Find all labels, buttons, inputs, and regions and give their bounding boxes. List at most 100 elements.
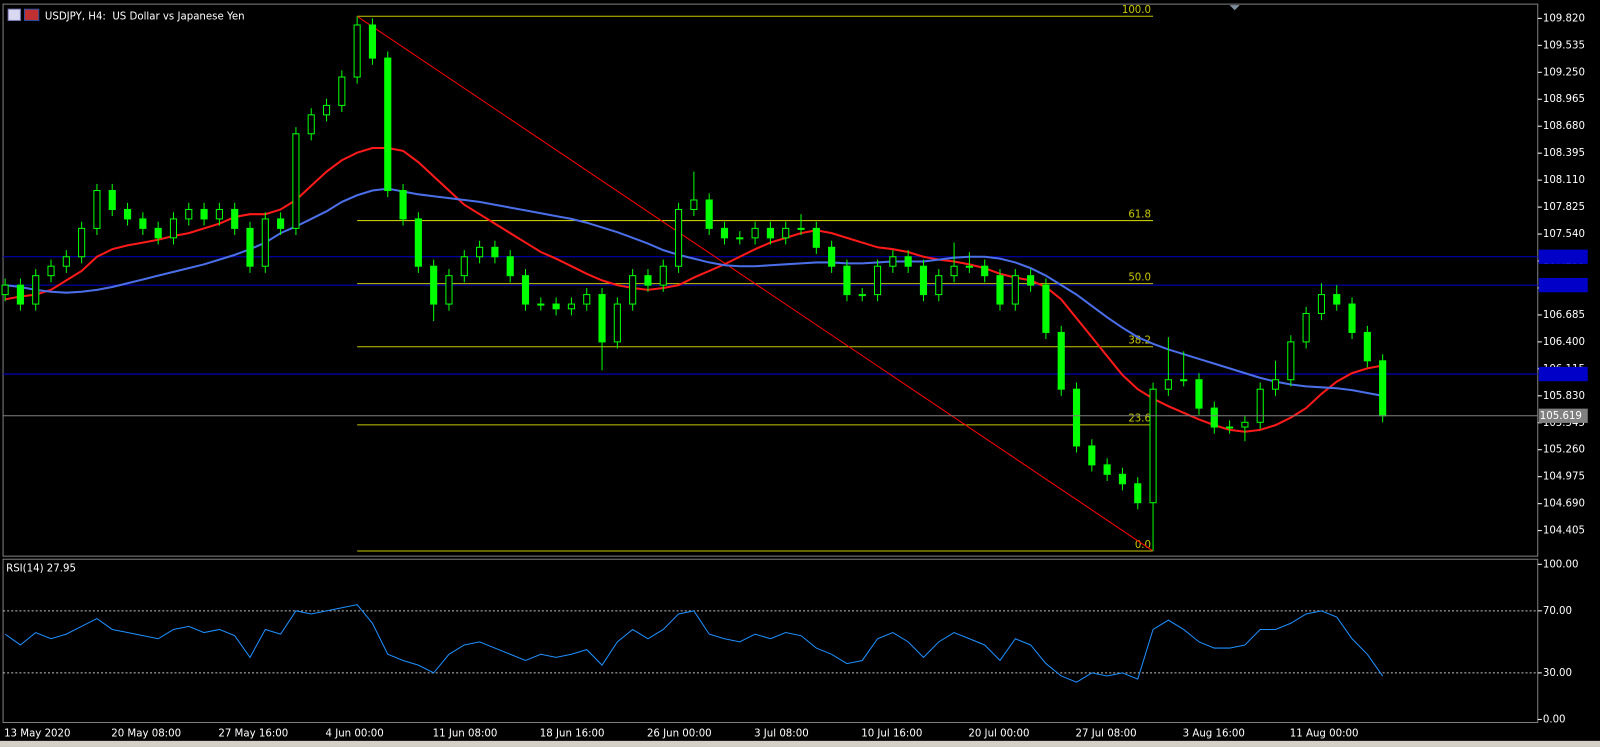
candle-body	[1302, 313, 1310, 343]
y-tick-label: 107.540	[1543, 229, 1585, 240]
candle-body	[292, 133, 300, 229]
candle-body	[736, 237, 744, 240]
candle-body	[1210, 407, 1218, 428]
shift-marker	[1229, 5, 1240, 11]
candle-body	[1317, 294, 1326, 315]
rsi-line	[4, 604, 1384, 683]
candle-body	[322, 104, 331, 116]
candle-body	[659, 265, 667, 286]
candle-body	[1271, 379, 1280, 390]
candle-body	[858, 294, 866, 297]
candle-body	[996, 275, 1004, 305]
candle-body	[123, 208, 132, 220]
y-tick-label: 108.680	[1543, 121, 1585, 132]
y-tick-label: 104.690	[1543, 499, 1585, 510]
x-tick-label: 18 Jun 16:00	[540, 729, 605, 740]
y-tick-label: 30.00	[1543, 668, 1572, 679]
candle-body	[1, 284, 9, 296]
candle-body	[1057, 331, 1065, 390]
candle-body	[1072, 388, 1081, 447]
fib-label: 23.6	[1128, 414, 1151, 425]
candle-body	[338, 76, 346, 106]
candle-body	[644, 275, 652, 286]
x-tick-label: 27 May 16:00	[218, 729, 288, 740]
candle-body	[246, 227, 254, 267]
y-tick-label: 109.250	[1543, 67, 1585, 78]
moving-average	[4, 187, 1383, 397]
y-tick-label: 105.830	[1543, 391, 1585, 402]
candle-body	[154, 227, 162, 239]
candle-body	[766, 227, 774, 239]
x-tick-label: 13 May 2020	[4, 729, 70, 740]
horizontal-line-box	[1538, 277, 1588, 293]
candle-body	[598, 294, 606, 343]
candle-body	[108, 190, 116, 210]
candle-body	[1118, 473, 1127, 485]
candle-body	[491, 246, 499, 258]
candle-body	[1011, 275, 1019, 305]
icon-flag	[23, 8, 40, 21]
fib-label: 38.2	[1128, 336, 1151, 347]
y-tick-label: 0.00	[1543, 714, 1566, 725]
candle-body	[552, 303, 560, 310]
candle-body	[1379, 360, 1387, 417]
y-tick-label: 108.110	[1543, 175, 1585, 186]
y-tick-label: 104.405	[1543, 526, 1585, 537]
fib-label: 100.0	[1122, 5, 1151, 16]
candle-body	[1256, 388, 1264, 423]
candle-body	[47, 265, 55, 277]
candle-body	[16, 284, 24, 305]
symbol-icon	[7, 8, 40, 21]
candle-body	[185, 208, 193, 220]
candle-body	[935, 275, 943, 296]
candle-body	[751, 227, 759, 239]
candle-body	[1241, 421, 1249, 428]
candle-body	[445, 275, 453, 305]
candle-body	[1042, 284, 1050, 333]
candle-body	[231, 208, 239, 229]
y-tick-label: 108.395	[1543, 148, 1585, 159]
horizontal-line-box	[1538, 366, 1588, 382]
candle-body	[919, 265, 928, 296]
x-tick-label: 3 Aug 16:00	[1183, 729, 1245, 740]
fib-trend-line	[356, 15, 1154, 552]
y-tick-label: 106.400	[1543, 337, 1585, 348]
candle-body	[1164, 379, 1172, 390]
candle-body	[307, 114, 315, 135]
candle-body	[613, 303, 621, 343]
candle-body	[950, 265, 958, 277]
candle-body	[78, 227, 86, 258]
y-tick-label: 105.260	[1543, 445, 1585, 456]
candle-body	[200, 208, 208, 220]
rsi-title: RSI(14) 27.95	[6, 563, 76, 574]
candle-body	[1134, 483, 1142, 504]
y-tick-label: 107.825	[1543, 202, 1585, 213]
candle-body	[384, 57, 392, 192]
candle-body	[460, 256, 468, 277]
candle-body	[430, 265, 438, 305]
candle-body	[1195, 379, 1203, 409]
candle-body	[1363, 331, 1371, 362]
last-price-label: 105.619	[1540, 411, 1582, 422]
candle-body	[843, 265, 851, 296]
chart-title: USDJPY, H4: US Dollar vs Japanese Yen	[45, 11, 245, 22]
rsi-panel-frame	[2, 558, 1539, 723]
candle-body	[476, 246, 484, 258]
candle-body	[1348, 303, 1356, 333]
y-tick-label: 108.965	[1543, 94, 1585, 105]
x-tick-label: 20 May 08:00	[111, 729, 181, 740]
x-tick-label: 27 Jul 08:00	[1076, 729, 1137, 740]
candle-body	[353, 24, 361, 78]
candle-body	[705, 199, 713, 229]
fib-label: 0.0	[1135, 540, 1151, 551]
candle-body	[675, 208, 683, 267]
candle-body	[537, 303, 545, 306]
y-tick-label: 109.820	[1543, 13, 1585, 24]
candle-body	[797, 227, 805, 230]
candle-body	[1103, 464, 1111, 475]
candle-body	[414, 218, 422, 267]
candle-body	[399, 190, 407, 220]
price-panel-frame	[2, 3, 1539, 557]
